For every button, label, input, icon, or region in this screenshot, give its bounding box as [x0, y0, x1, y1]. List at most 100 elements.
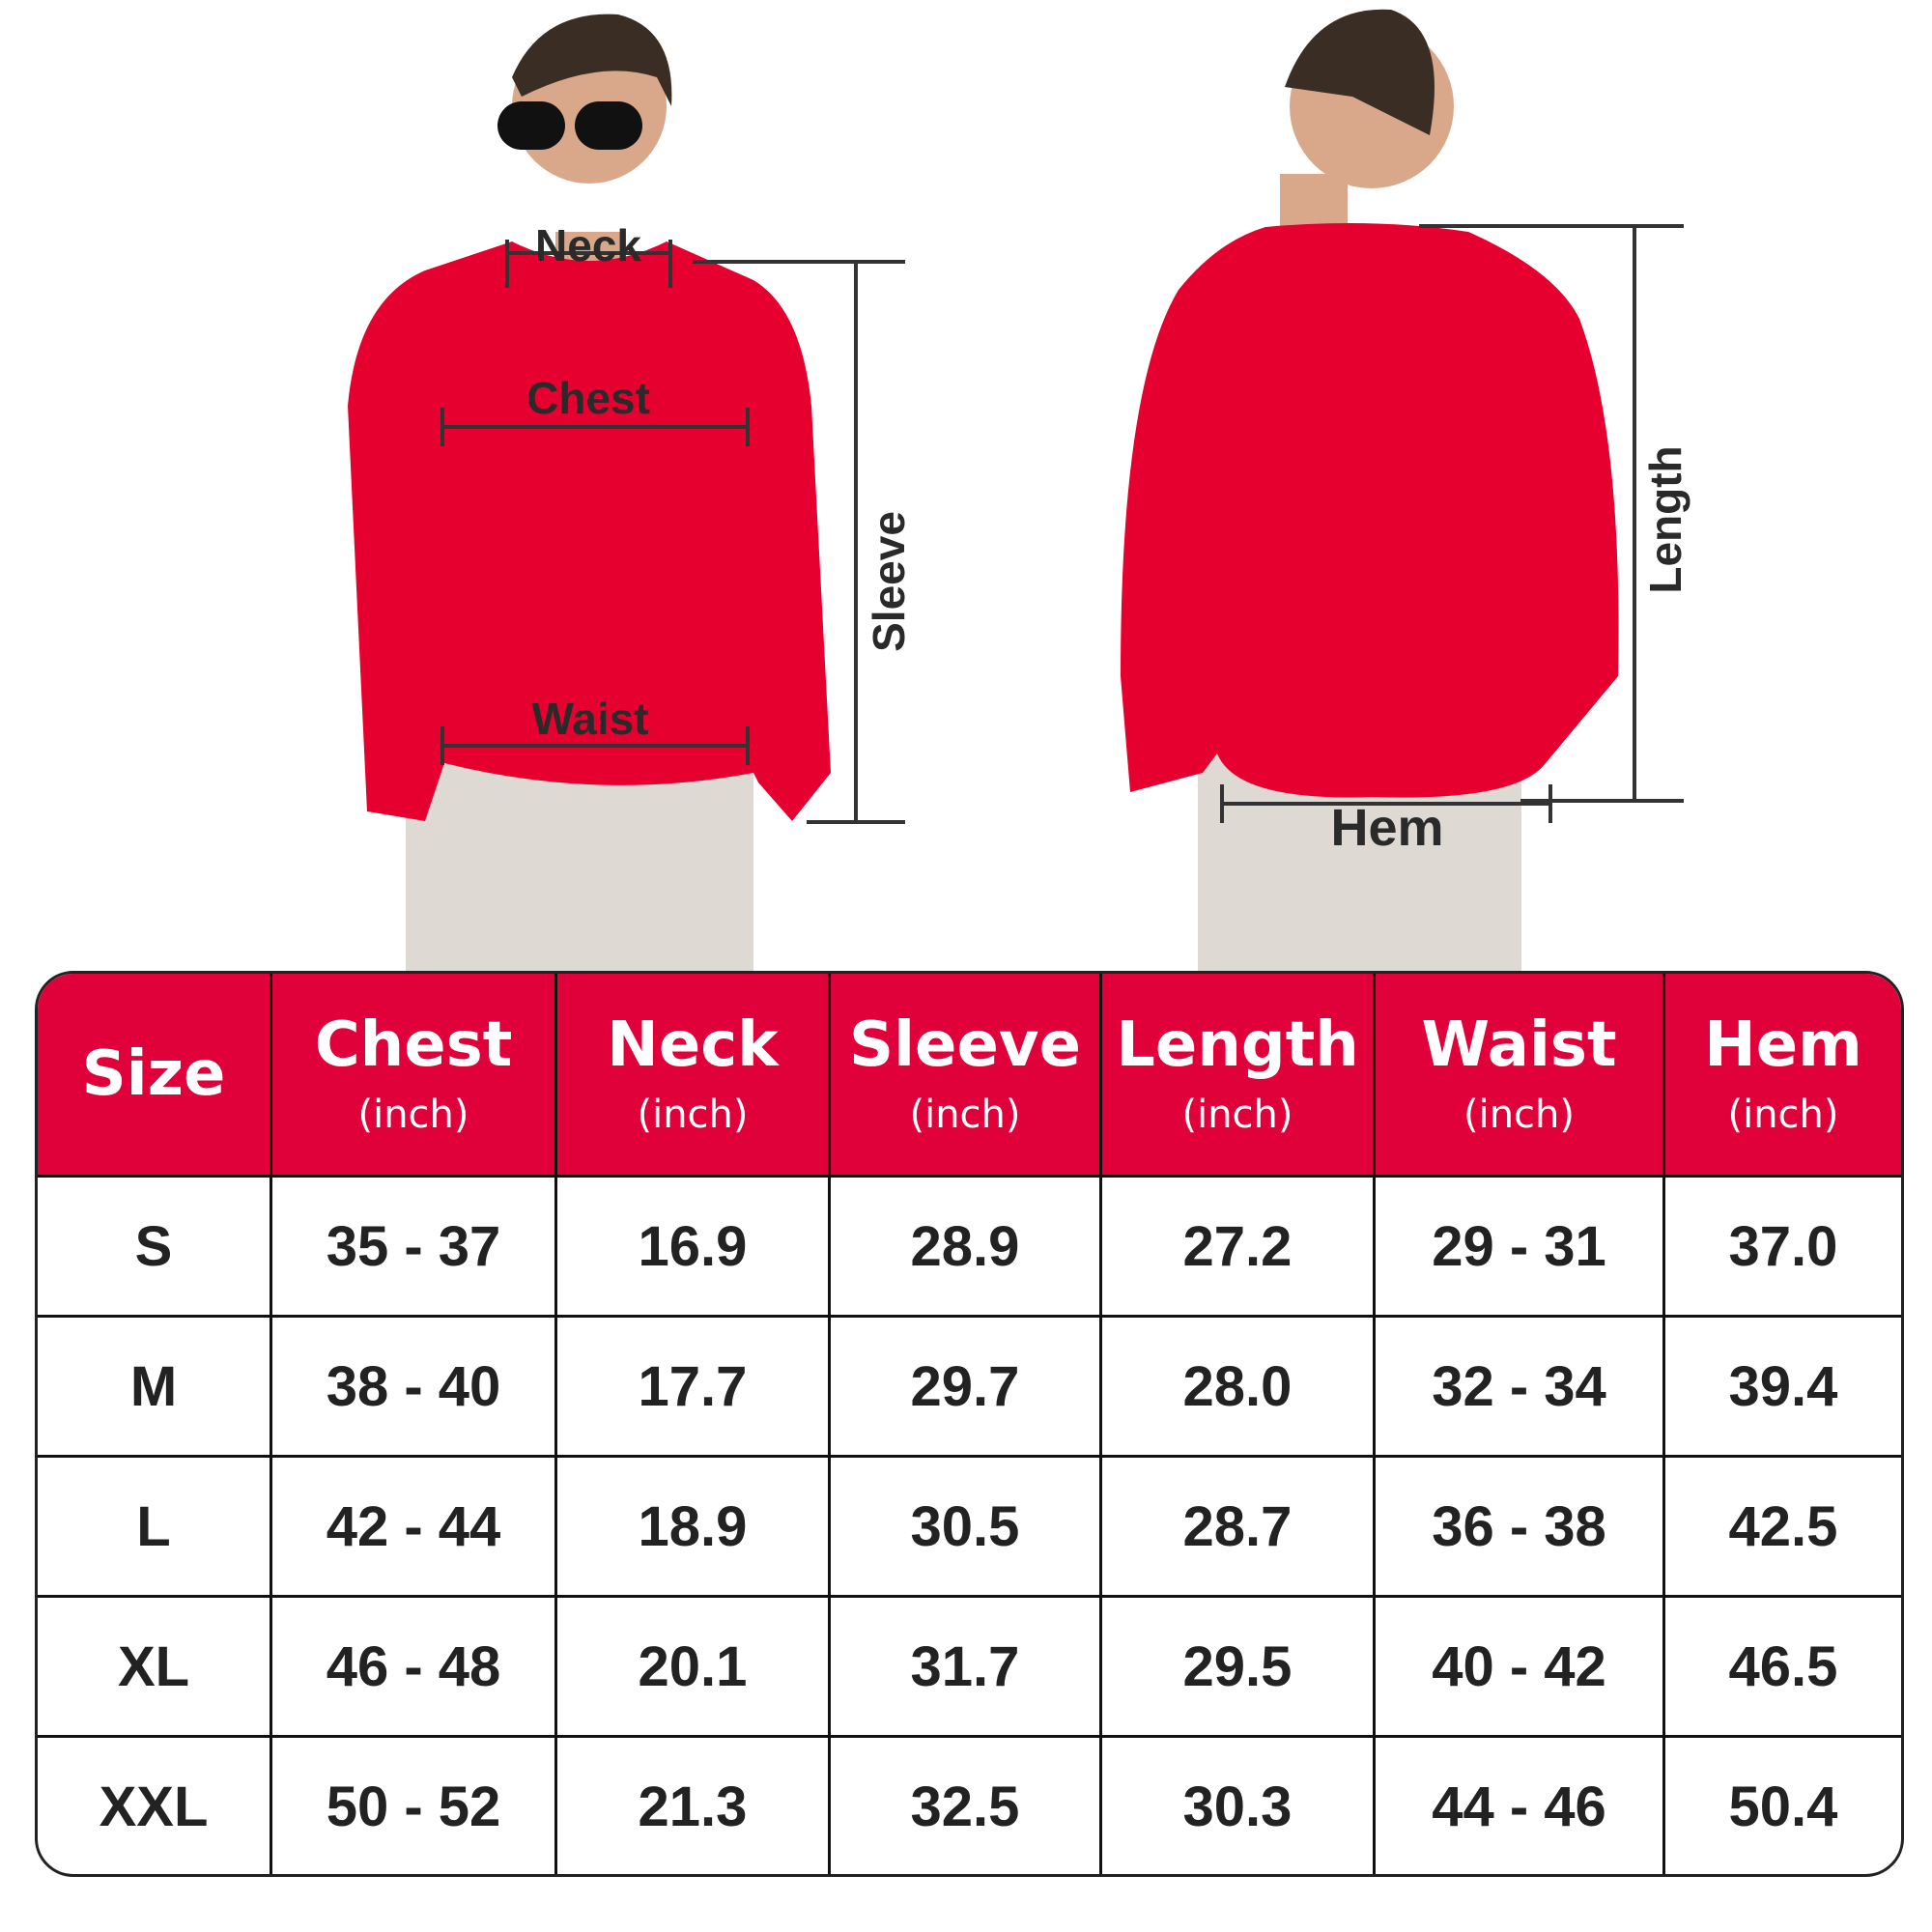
measurement-value: 28.7 — [1182, 1494, 1293, 1558]
column-header-length: Length (inch) — [1099, 974, 1373, 1175]
table-cell: 20.1 — [554, 1598, 828, 1735]
column-unit: (inch) — [909, 1093, 1021, 1138]
measurement-value: 46 - 48 — [326, 1634, 501, 1698]
table-cell: 50 - 52 — [270, 1738, 554, 1874]
column-title: Hem — [1704, 1009, 1862, 1081]
column-header-size: Size — [38, 974, 270, 1175]
table-cell: 21.3 — [554, 1738, 828, 1874]
column-header-hem: Hem (inch) — [1662, 974, 1901, 1175]
measurement-value: 42.5 — [1728, 1494, 1838, 1558]
measurement-value: 18.9 — [638, 1494, 748, 1558]
hem-measure: Hem — [1220, 784, 1552, 857]
measurement-value: 40 - 42 — [1432, 1634, 1606, 1698]
measurement-value: 28.9 — [910, 1214, 1020, 1278]
table-row: M 38 - 40 17.7 29.7 28.0 32 - 34 39.4 — [38, 1315, 1901, 1455]
measurement-value: 50.4 — [1728, 1775, 1838, 1838]
measurement-value: 37.0 — [1728, 1214, 1838, 1278]
table-cell: 16.9 — [554, 1178, 828, 1315]
table-row: S 35 - 37 16.9 28.9 27.2 29 - 31 37.0 — [38, 1175, 1901, 1315]
table-cell: 31.7 — [828, 1598, 1099, 1735]
size-label: XL — [117, 1634, 190, 1698]
chest-measure: Chest — [440, 373, 750, 446]
measurement-value: 32 - 34 — [1432, 1354, 1606, 1418]
measurement-value: 20.1 — [638, 1634, 748, 1698]
table-cell: 28.7 — [1099, 1458, 1373, 1595]
table-row: XL 46 - 48 20.1 31.7 29.5 40 - 42 46.5 — [38, 1595, 1901, 1735]
hem-label: Hem — [1330, 799, 1443, 857]
column-header-waist: Waist (inch) — [1373, 974, 1662, 1175]
size-chart-table: Size Chest (inch) Neck (inch) Sleeve (inch) Len… — [35, 971, 1904, 1877]
column-title: Waist — [1421, 1009, 1617, 1081]
table-cell: 27.2 — [1099, 1178, 1373, 1315]
table-cell: 36 - 38 — [1373, 1458, 1662, 1595]
waist-measure: Waist — [440, 694, 750, 765]
column-title: Size — [81, 1037, 226, 1110]
neck-measure: Neck — [505, 220, 672, 288]
table-cell: S — [38, 1178, 270, 1315]
table-cell: 37.0 — [1662, 1178, 1901, 1315]
table-cell: 42.5 — [1662, 1458, 1901, 1595]
measurement-value: 38 - 40 — [326, 1354, 501, 1418]
measurement-value: 29.7 — [910, 1354, 1020, 1418]
table-cell: M — [38, 1318, 270, 1455]
size-label: S — [134, 1214, 173, 1278]
measurement-value: 31.7 — [910, 1634, 1020, 1698]
neck-label: Neck — [535, 220, 641, 270]
measurement-value: 28.0 — [1182, 1354, 1293, 1418]
table-row: L 42 - 44 18.9 30.5 28.7 36 - 38 42.5 — [38, 1455, 1901, 1595]
table-cell: 39.4 — [1662, 1318, 1901, 1455]
table-cell: 28.0 — [1099, 1318, 1373, 1455]
table-cell: 29.7 — [828, 1318, 1099, 1455]
measurement-value: 17.7 — [638, 1354, 748, 1418]
table-cell: 28.9 — [828, 1178, 1099, 1315]
measurement-value: 29 - 31 — [1432, 1214, 1606, 1278]
table-cell: 30.3 — [1099, 1738, 1373, 1874]
table-cell: 30.5 — [828, 1458, 1099, 1595]
measurement-value: 44 - 46 — [1432, 1775, 1606, 1838]
table-cell: 44 - 46 — [1373, 1738, 1662, 1874]
measurement-value: 32.5 — [910, 1775, 1020, 1838]
column-unit: (inch) — [1181, 1093, 1293, 1138]
measurement-value: 35 - 37 — [326, 1214, 501, 1278]
model-figures: Neck Chest Waist Sleeve Length Hem — [348, 9, 1690, 971]
measurement-value: 50 - 52 — [326, 1775, 501, 1838]
table-row: XXL 50 - 52 21.3 32.5 30.3 44 - 46 50.4 — [38, 1735, 1901, 1874]
measurement-value: 29.5 — [1182, 1634, 1293, 1698]
table-cell: 32.5 — [828, 1738, 1099, 1874]
table-cell: 29.5 — [1099, 1598, 1373, 1735]
size-label: XXL — [99, 1775, 209, 1838]
measurement-value: 46.5 — [1728, 1634, 1838, 1698]
table-cell: XL — [38, 1598, 270, 1735]
column-unit: (inch) — [1727, 1093, 1839, 1138]
column-title: Length — [1116, 1009, 1359, 1081]
back-model-image — [1121, 9, 1619, 971]
column-title: Sleeve — [849, 1009, 1081, 1081]
front-model-image — [348, 14, 831, 971]
measurement-value: 42 - 44 — [326, 1494, 501, 1558]
table-cell: 46 - 48 — [270, 1598, 554, 1735]
chest-label: Chest — [526, 373, 650, 423]
table-cell: 18.9 — [554, 1458, 828, 1595]
table-cell: 50.4 — [1662, 1738, 1901, 1874]
column-header-sleeve: Sleeve (inch) — [828, 974, 1099, 1175]
length-measure: Length — [1419, 224, 1690, 803]
column-title: Neck — [607, 1009, 779, 1081]
table-cell: 46.5 — [1662, 1598, 1901, 1735]
size-label: L — [136, 1494, 171, 1558]
table-cell: 35 - 37 — [270, 1178, 554, 1315]
column-unit: (inch) — [1463, 1093, 1576, 1138]
sleeve-label: Sleeve — [864, 511, 914, 652]
table-cell: 32 - 34 — [1373, 1318, 1662, 1455]
measurement-value: 21.3 — [638, 1775, 748, 1838]
table-cell: 40 - 42 — [1373, 1598, 1662, 1735]
column-header-chest: Chest (inch) — [270, 974, 554, 1175]
column-unit: (inch) — [357, 1093, 469, 1138]
measurement-value: 30.3 — [1182, 1775, 1293, 1838]
table-cell: 17.7 — [554, 1318, 828, 1455]
measurement-value: 30.5 — [910, 1494, 1020, 1558]
table-cell: XXL — [38, 1738, 270, 1874]
table-cell: 42 - 44 — [270, 1458, 554, 1595]
measurement-value: 36 - 38 — [1432, 1494, 1606, 1558]
measurement-value: 16.9 — [638, 1214, 748, 1278]
size-label: M — [129, 1354, 178, 1418]
